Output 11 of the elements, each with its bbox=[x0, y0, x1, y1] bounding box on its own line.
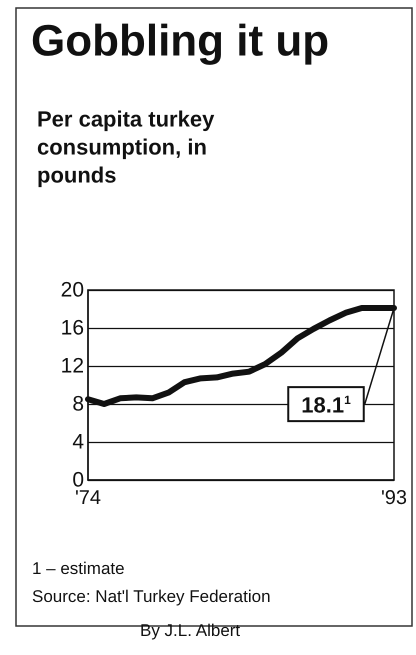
chart-subtitle: Per capita turkey consumption, in pounds bbox=[37, 106, 220, 188]
text: 1 – estimate bbox=[32, 559, 125, 578]
source-note: Source: Nat'l Turkey Federation bbox=[32, 587, 271, 606]
y-tick-label: 12 bbox=[60, 354, 84, 378]
y-tick-label: 20 bbox=[60, 278, 84, 302]
y-tick-label: 8 bbox=[72, 392, 84, 416]
x-tick-label: '93 bbox=[380, 487, 408, 509]
chart-title: Gobbling it up bbox=[31, 16, 330, 66]
y-tick-label: 4 bbox=[72, 430, 84, 454]
y-tick-label: 16 bbox=[60, 316, 84, 340]
text: By J.L. Albert bbox=[140, 621, 240, 640]
